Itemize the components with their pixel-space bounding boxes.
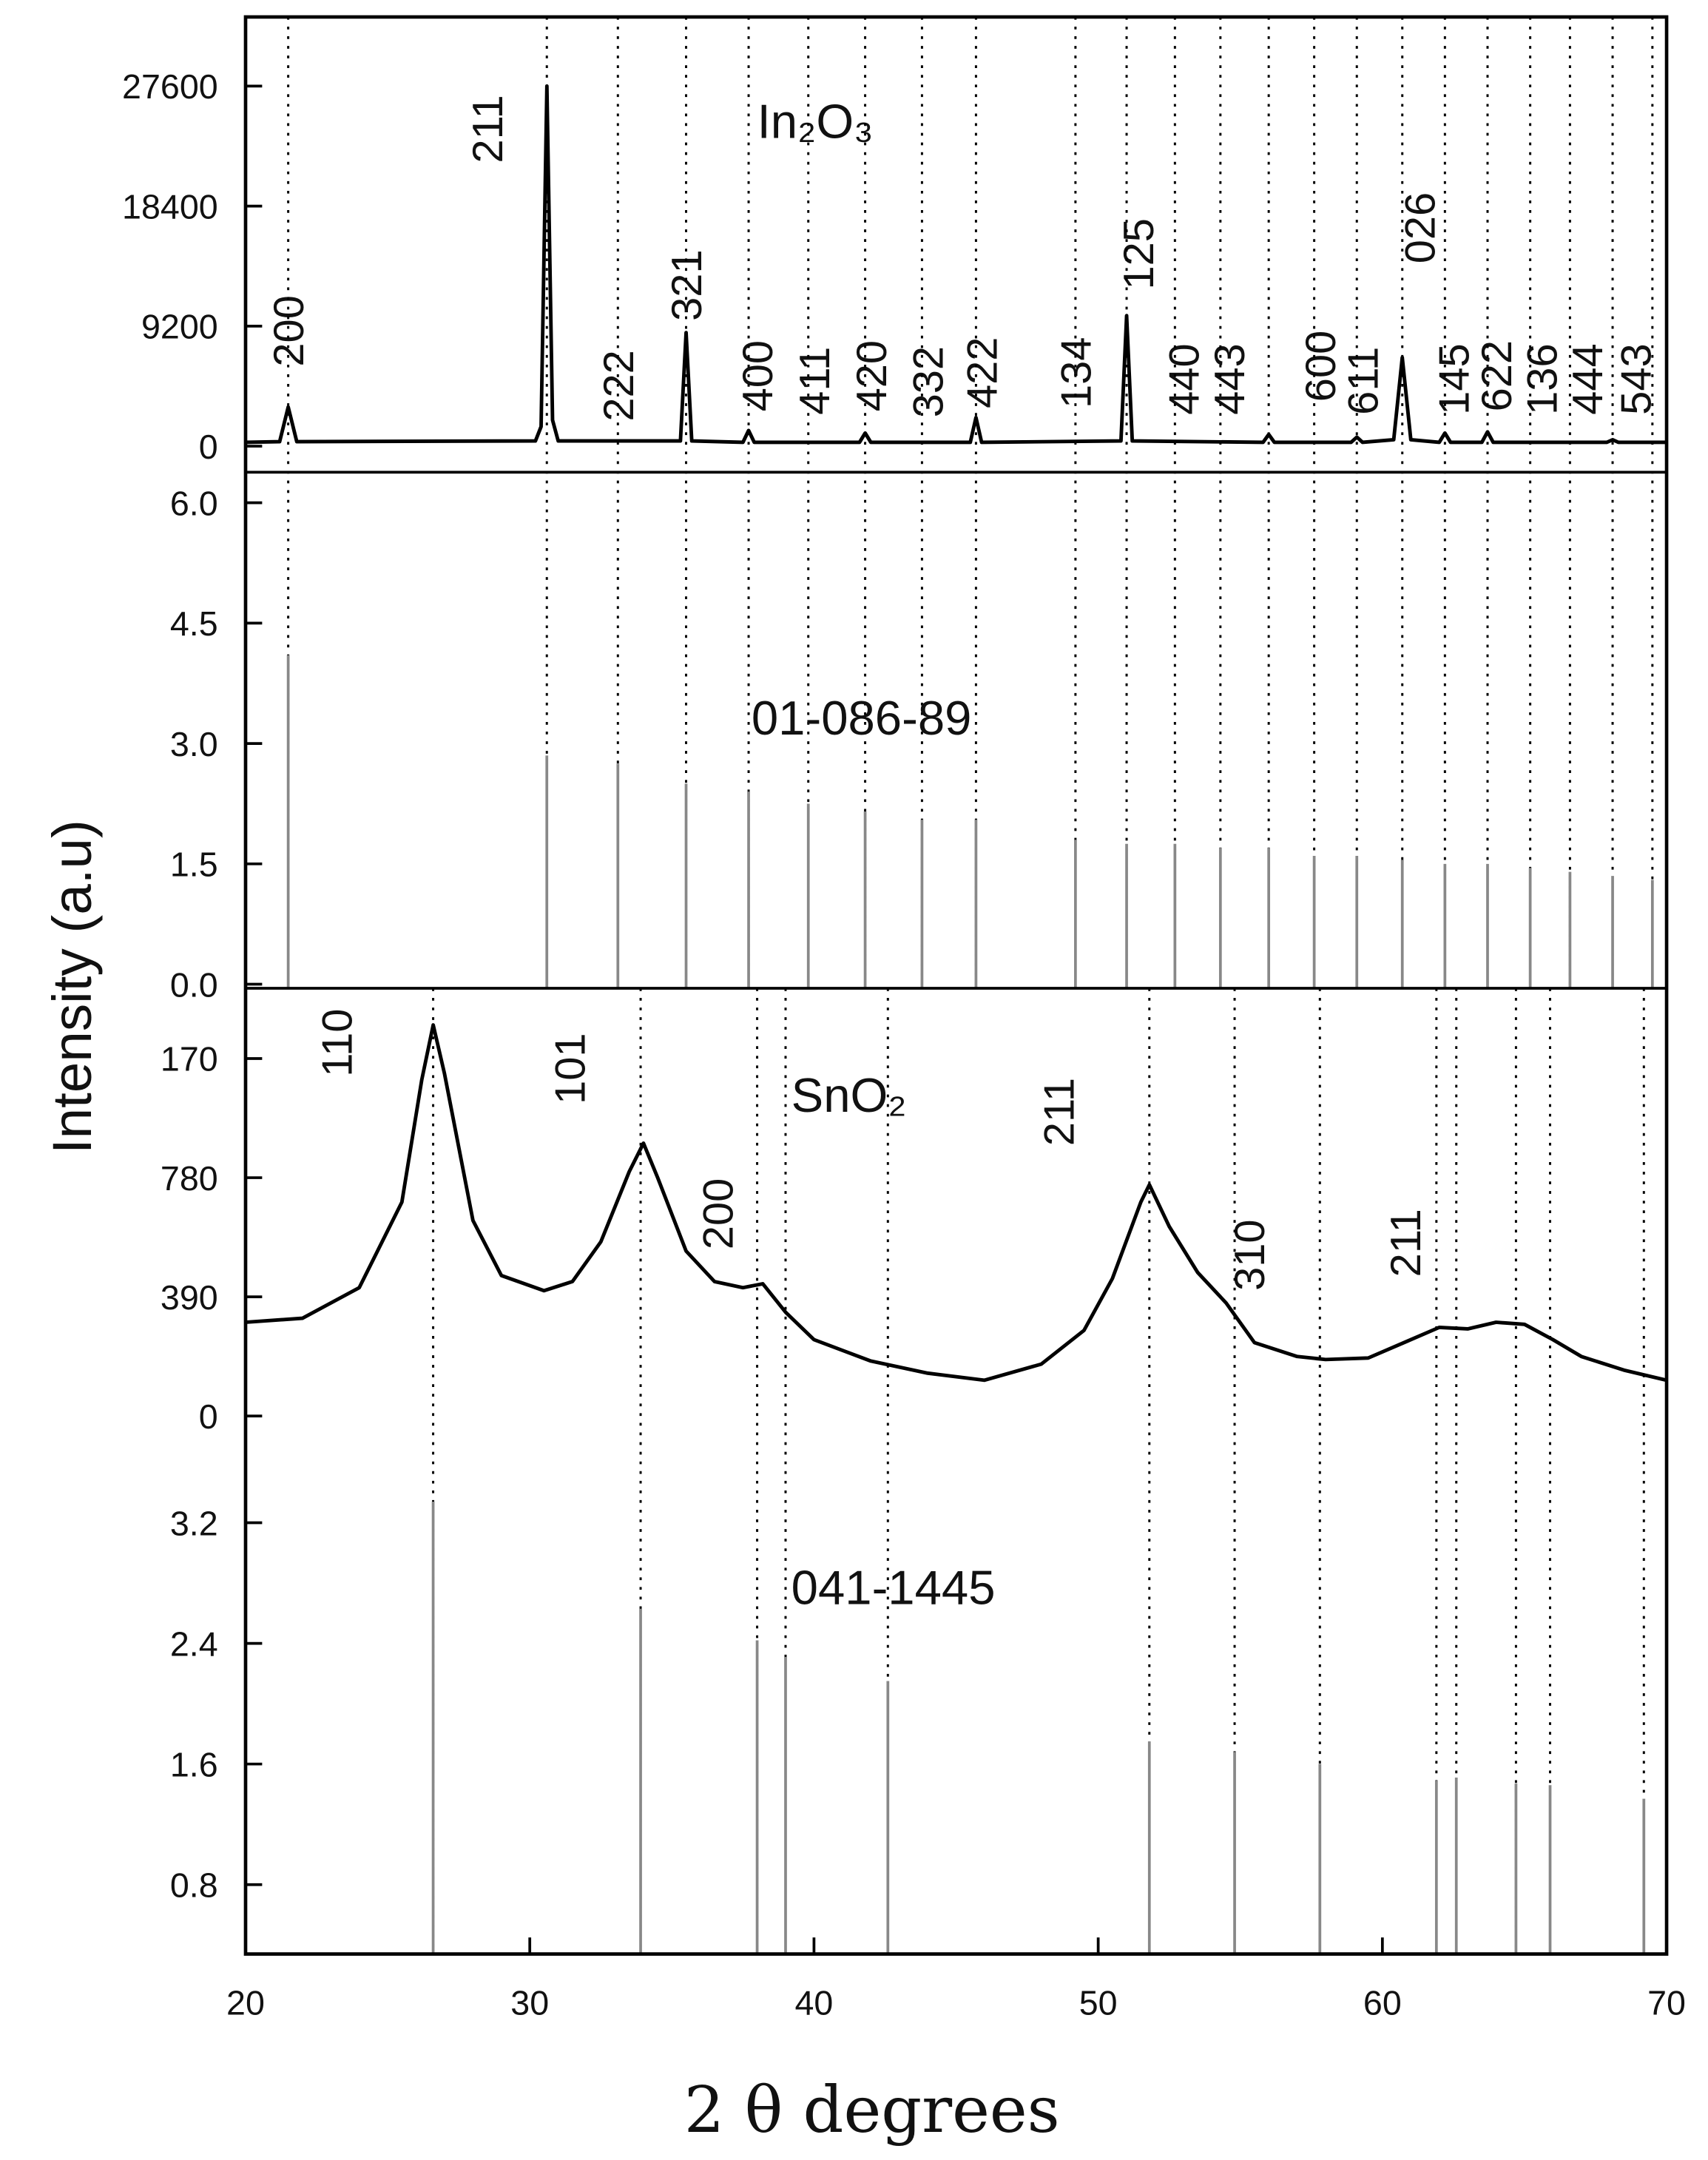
x-tick-label: 50 xyxy=(1079,1984,1118,2022)
peak-label: 211 xyxy=(1036,1078,1083,1146)
y-tick-label: 4.5 xyxy=(170,604,218,643)
peak-label: 222 xyxy=(595,350,643,421)
peak-label: 611 xyxy=(1340,347,1387,415)
y-tick-label: 9200 xyxy=(141,308,218,346)
peak-label: 600 xyxy=(1297,331,1345,402)
peak-label: 321 xyxy=(664,249,711,320)
peak-label: 134 xyxy=(1053,337,1100,408)
peak-label: 200 xyxy=(695,1178,742,1249)
peak-label: 211 xyxy=(465,95,512,163)
peak-label: 420 xyxy=(848,340,896,411)
xrd-pattern xyxy=(245,84,1667,445)
x-tick-label: 70 xyxy=(1647,1984,1686,2022)
xrd-pattern xyxy=(245,1023,1667,1383)
peak-label: 125 xyxy=(1115,218,1163,289)
peak-label: 400 xyxy=(735,340,782,411)
peak-label: 145 xyxy=(1431,343,1478,414)
peak-label: 101 xyxy=(547,1033,595,1104)
y-tick-label: 0 xyxy=(199,428,218,466)
peak-label: 444 xyxy=(1564,343,1612,414)
peak-label: 026 xyxy=(1397,192,1444,263)
peak-label: 422 xyxy=(959,337,1007,408)
y-tick-label: 390 xyxy=(161,1278,218,1317)
peak-label: 443 xyxy=(1206,343,1254,414)
peak-label: 310 xyxy=(1226,1219,1274,1290)
x-tick-label: 60 xyxy=(1363,1984,1402,2022)
peak-label: 211 xyxy=(1383,1209,1430,1277)
y-tick-label: 2.4 xyxy=(170,1624,218,1663)
x-tick-label: 40 xyxy=(794,1984,833,2022)
y-tick-label: 170 xyxy=(161,1040,218,1079)
x-tick-label: 20 xyxy=(226,1984,265,2022)
y-tick-label: 3.2 xyxy=(170,1504,218,1542)
y-tick-label: 1.6 xyxy=(170,1745,218,1783)
peak-label: 200 xyxy=(266,295,313,366)
y-tick-label: 1.5 xyxy=(170,846,218,884)
y-tick-label: 0.8 xyxy=(170,1866,218,1905)
panel-label: 01-086-89 xyxy=(752,691,972,745)
peak-label: 411 xyxy=(791,347,839,415)
y-axis-label: Intensity (a.u) xyxy=(41,820,103,1154)
x-axis-label: 2 θ degrees xyxy=(684,2073,1060,2147)
y-tick-label: 6.0 xyxy=(170,484,218,522)
panel-label: In₂O₃ xyxy=(757,94,874,148)
panel-label: 041-1445 xyxy=(791,1561,996,1615)
plot-frame xyxy=(243,15,1669,1956)
y-tick-label: 27600 xyxy=(122,67,218,106)
y-tick-label: 3.0 xyxy=(170,725,218,763)
y-tick-label: 18400 xyxy=(122,187,218,226)
peak-label: 136 xyxy=(1519,343,1567,414)
peak-label: 110 xyxy=(314,1009,361,1077)
peak-label: 622 xyxy=(1474,340,1521,411)
peak-label: 440 xyxy=(1161,343,1208,414)
y-tick-label: 780 xyxy=(161,1159,218,1198)
x-tick-label: 30 xyxy=(510,1984,549,2022)
panel-label: SnO₂ xyxy=(791,1068,907,1122)
peak-label: 332 xyxy=(905,346,953,417)
y-tick-label: 0.0 xyxy=(170,965,218,1004)
y-tick-label: 0 xyxy=(199,1397,218,1436)
